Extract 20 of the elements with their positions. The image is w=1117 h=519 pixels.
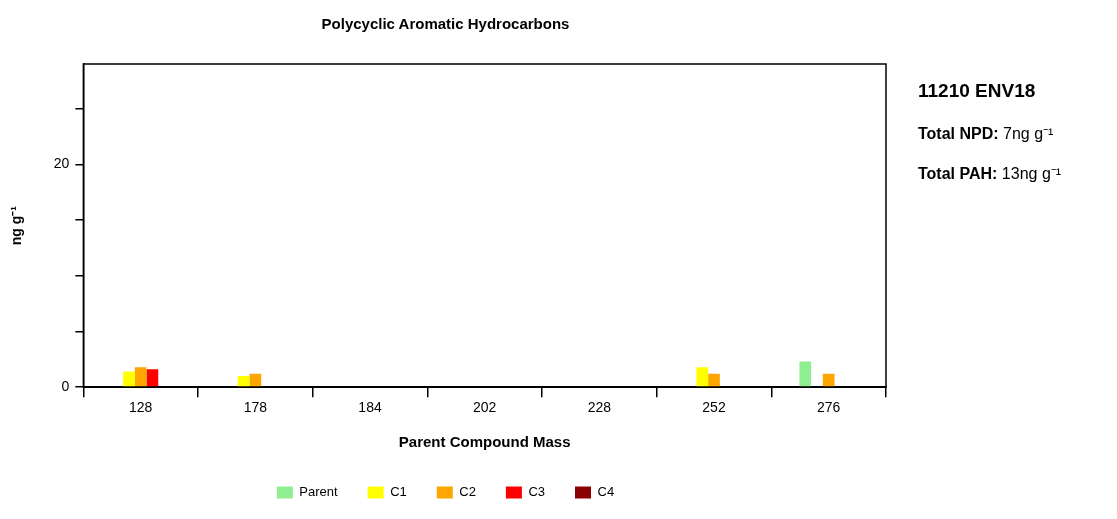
legend-label: C4 [597,484,615,500]
legend-label: Parent [299,484,339,500]
x-tick-label: 276 [816,399,841,416]
x-tick-label: 228 [587,399,612,416]
chart-title: Polycyclic Aromatic Hydrocarbons [321,15,570,33]
x-tick-label: 128 [129,399,153,416]
text: Total PAH: 13ng g⁻¹ [918,165,1062,182]
x-axis-title: Parent Compound Mass [398,433,571,451]
x-tick-label: 202 [473,399,497,416]
text: Total NPD: 7ng g⁻¹ [918,125,1054,142]
y-tick-label: 0 [61,378,70,395]
text: 11210 ENV18 [918,80,1037,102]
y-axis-title: ng g⁻¹ [8,205,25,246]
x-tick-label: 178 [243,399,268,416]
y-tick-label: 20 [53,155,70,172]
x-tick-label: 252 [702,399,726,416]
legend-label: C2 [459,484,476,500]
legend-label: C1 [390,484,407,500]
legend-label: C3 [528,484,546,500]
x-tick-label: 184 [358,399,382,416]
